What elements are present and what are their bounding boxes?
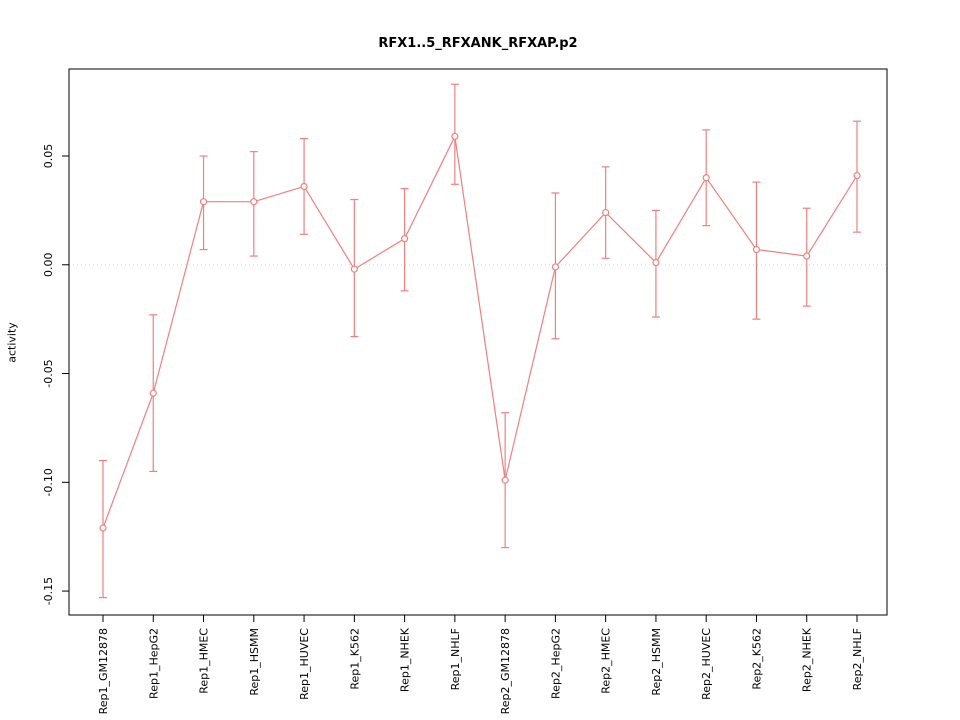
x-tick-label: Rep1_HMEC: [198, 628, 211, 694]
data-point: [300, 182, 308, 191]
data-point: [652, 259, 660, 267]
x-tick-label: Rep1_HepG2: [147, 628, 160, 699]
data-point: [752, 245, 761, 254]
x-tick-label: Rep1_NHEK: [399, 627, 412, 692]
x-tick-label: Rep1_K562: [348, 628, 361, 690]
data-point: [250, 198, 258, 206]
data-point: [199, 198, 208, 206]
x-tick-label: Rep2_NHEK: [801, 627, 814, 692]
data-point: [149, 389, 157, 397]
data-point: [401, 235, 409, 243]
y-tick-label: 0.05: [42, 144, 55, 169]
x-tick-label: Rep1_GM12878: [97, 628, 110, 714]
x-tick-label: Rep2_HepG2: [549, 628, 562, 699]
y-tick-label: -0.15: [42, 577, 55, 605]
data-point: [451, 132, 459, 141]
data-point: [99, 524, 107, 532]
data-point: [803, 252, 811, 260]
x-tick-label: Rep2_GM12878: [499, 628, 512, 714]
y-tick-label: 0.00: [42, 253, 55, 278]
chart-title: RFX1..5_RFXANK_RFXAP.p2: [378, 36, 578, 51]
x-tick-label: Rep2_HSMM: [650, 628, 663, 696]
x-tick-label: Rep2_HMEC: [600, 628, 613, 694]
data-point: [853, 171, 861, 180]
x-tick-label: Rep1_HUVEC: [298, 628, 311, 700]
x-tick-label: Rep2_NHLF: [851, 628, 864, 690]
x-tick-label: Rep1_HSMM: [248, 628, 261, 696]
data-line: [102, 134, 858, 529]
x-tick-label: Rep1_NHLF: [449, 628, 462, 690]
data-point: [501, 476, 509, 484]
data-point: [350, 265, 358, 273]
data-point: [551, 263, 560, 271]
plot-box: [68, 68, 888, 616]
x-tick-label: Rep2_K562: [750, 628, 763, 690]
y-tick-label: -0.10: [42, 468, 55, 496]
data-point: [602, 208, 610, 217]
y-tick-label: -0.05: [42, 359, 55, 387]
data-point: [702, 174, 710, 182]
x-tick-label: Rep2_HUVEC: [700, 628, 713, 700]
